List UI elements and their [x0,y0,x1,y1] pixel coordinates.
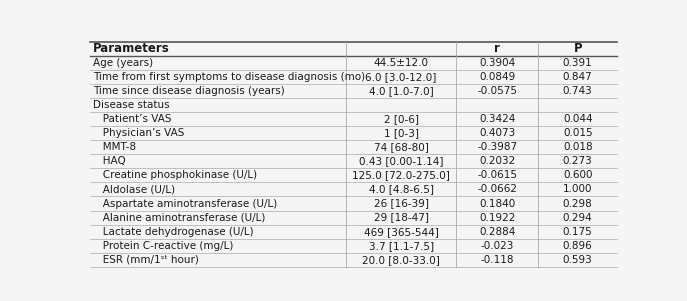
Text: 0.018: 0.018 [563,142,592,152]
Text: HAQ: HAQ [93,156,126,166]
Text: 0.015: 0.015 [563,128,592,138]
Text: 0.2032: 0.2032 [480,156,515,166]
Text: -0.0615: -0.0615 [477,170,517,180]
Text: 26 [16-39]: 26 [16-39] [374,198,429,209]
Text: 0.0849: 0.0849 [480,72,515,82]
Text: 125.0 [72.0-275.0]: 125.0 [72.0-275.0] [352,170,450,180]
Text: -0.0662: -0.0662 [477,185,517,194]
Text: 20.0 [8.0-33.0]: 20.0 [8.0-33.0] [362,255,440,265]
Text: Time from first symptoms to disease diagnosis (mo): Time from first symptoms to disease diag… [93,72,365,82]
Text: 0.847: 0.847 [563,72,593,82]
Text: 4.0 [1.0-7.0]: 4.0 [1.0-7.0] [369,86,433,96]
Text: Disease status: Disease status [93,100,170,110]
Text: 0.273: 0.273 [563,156,593,166]
Text: Protein C-reactive (mg/L): Protein C-reactive (mg/L) [93,241,233,251]
Text: Physician’s VAS: Physician’s VAS [93,128,184,138]
Text: 0.3424: 0.3424 [479,114,515,124]
Text: 0.743: 0.743 [563,86,593,96]
Text: -0.023: -0.023 [481,241,514,251]
Text: Aspartate aminotransferase (U/L): Aspartate aminotransferase (U/L) [93,198,277,209]
Text: 0.600: 0.600 [563,170,592,180]
Text: 0.298: 0.298 [563,198,593,209]
Text: 0.593: 0.593 [563,255,593,265]
Text: 1.000: 1.000 [563,185,592,194]
Text: 3.7 [1.1-7.5]: 3.7 [1.1-7.5] [368,241,433,251]
Text: 0.175: 0.175 [563,227,593,237]
Text: 74 [68-80]: 74 [68-80] [374,142,429,152]
Text: 1 [0-3]: 1 [0-3] [383,128,418,138]
Text: 4.0 [4.8-6.5]: 4.0 [4.8-6.5] [369,185,433,194]
Text: 6.0 [3.0-12.0]: 6.0 [3.0-12.0] [365,72,437,82]
Text: 0.1922: 0.1922 [479,213,515,222]
Text: 0.4073: 0.4073 [480,128,515,138]
Text: 0.391: 0.391 [563,58,593,68]
Text: ESR (mm/1ˢᵗ hour): ESR (mm/1ˢᵗ hour) [93,255,199,265]
Text: 0.044: 0.044 [563,114,592,124]
Text: Alanine aminotransferase (U/L): Alanine aminotransferase (U/L) [93,213,265,222]
Text: Parameters: Parameters [93,42,170,55]
Text: 0.43 [0.00-1.14]: 0.43 [0.00-1.14] [359,156,443,166]
Text: -0.3987: -0.3987 [477,142,517,152]
Text: 29 [18-47]: 29 [18-47] [374,213,429,222]
Text: Time since disease diagnosis (years): Time since disease diagnosis (years) [93,86,284,96]
Text: MMT-8: MMT-8 [93,142,136,152]
Text: 44.5±12.0: 44.5±12.0 [374,58,429,68]
Text: -0.118: -0.118 [481,255,514,265]
Text: 0.896: 0.896 [563,241,593,251]
Text: 2 [0-6]: 2 [0-6] [383,114,418,124]
Text: 469 [365-544]: 469 [365-544] [363,227,438,237]
Text: Age (years): Age (years) [93,58,153,68]
Text: 0.1840: 0.1840 [480,198,515,209]
Text: 0.294: 0.294 [563,213,593,222]
Text: -0.0575: -0.0575 [477,86,517,96]
Text: Patient’s VAS: Patient’s VAS [93,114,171,124]
Text: 0.2884: 0.2884 [479,227,515,237]
Text: Aldolase (U/L): Aldolase (U/L) [93,185,175,194]
Text: Creatine phosphokinase (U/L): Creatine phosphokinase (U/L) [93,170,257,180]
Text: Lactate dehydrogenase (U/L): Lactate dehydrogenase (U/L) [93,227,254,237]
Text: P: P [574,42,582,55]
Text: 0.3904: 0.3904 [480,58,515,68]
Text: r: r [495,42,500,55]
